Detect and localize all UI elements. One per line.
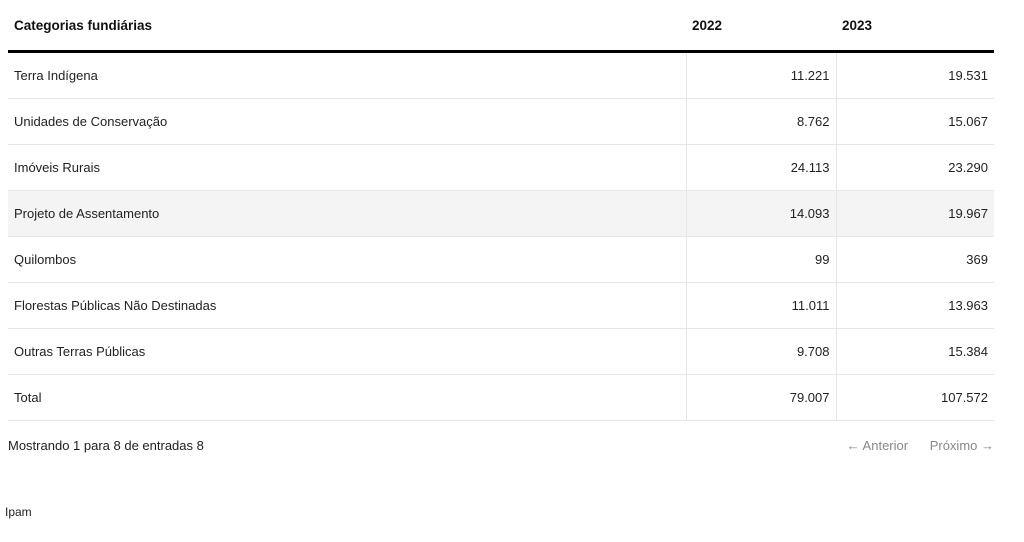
entries-info: Mostrando 1 para 8 de entradas 8 — [8, 438, 204, 453]
table-row: Florestas Públicas Não Destinadas 11.011 1… — [8, 282, 994, 329]
table-row: Imóveis Rurais 24.113 23.290 — [8, 144, 994, 191]
table-row: Outras Terras Públicas 9.708 15.384 — [8, 328, 994, 375]
table-row: Total 79.007 107.572 — [8, 374, 994, 421]
next-button[interactable]: Próximo → — [929, 438, 994, 453]
header-2023[interactable]: 2023 — [836, 0, 994, 53]
cell-2022: 8.762 — [685, 98, 836, 145]
previous-button[interactable]: ← Anterior — [846, 438, 909, 453]
cell-2023: 369 — [835, 236, 994, 283]
cell-category: Outras Terras Públicas — [8, 328, 686, 375]
cell-2023: 19.531 — [835, 51, 994, 99]
pagination: ← Anterior Próximo → — [829, 438, 994, 453]
cell-2022: 11.011 — [685, 282, 836, 329]
table-row: Projeto de Assentamento 14.093 19.967 — [8, 190, 994, 237]
table-row: Quilombos 99 369 — [8, 236, 994, 283]
cell-category: Quilombos — [8, 236, 686, 283]
cell-2022: 99 — [685, 236, 836, 283]
cell-category: Imóveis Rurais — [8, 144, 686, 191]
cell-category: Projeto de Assentamento — [8, 190, 686, 237]
source-label: Ipam — [5, 505, 32, 519]
table-row: Unidades de Conservação 8.762 15.067 — [8, 98, 994, 145]
cell-2022: 9.708 — [685, 328, 836, 375]
header-category[interactable]: Categorias fundiárias — [8, 0, 686, 53]
cell-2023: 13.963 — [835, 282, 994, 329]
cell-category: Florestas Públicas Não Destinadas — [8, 282, 686, 329]
cell-2023: 15.384 — [835, 328, 994, 375]
cell-2023: 19.967 — [835, 190, 994, 237]
cell-2023: 107.572 — [835, 374, 994, 421]
cell-category: Total — [8, 374, 686, 421]
cell-2023: 23.290 — [835, 144, 994, 191]
cell-category: Unidades de Conservação — [8, 98, 686, 145]
cell-2022: 11.221 — [685, 51, 836, 99]
table-row: Terra Indígena 11.221 19.531 — [8, 51, 994, 99]
cell-2023: 15.067 — [835, 98, 994, 145]
cell-category: Terra Indígena — [8, 51, 686, 99]
data-table: Categorias fundiárias 2022 2023 Terra In… — [8, 0, 994, 421]
header-2022[interactable]: 2022 — [686, 0, 836, 53]
header-row: Categorias fundiárias 2022 2023 — [8, 0, 994, 53]
cell-2022: 79.007 — [685, 374, 836, 421]
cell-2022: 14.093 — [685, 190, 836, 237]
cell-2022: 24.113 — [685, 144, 836, 191]
